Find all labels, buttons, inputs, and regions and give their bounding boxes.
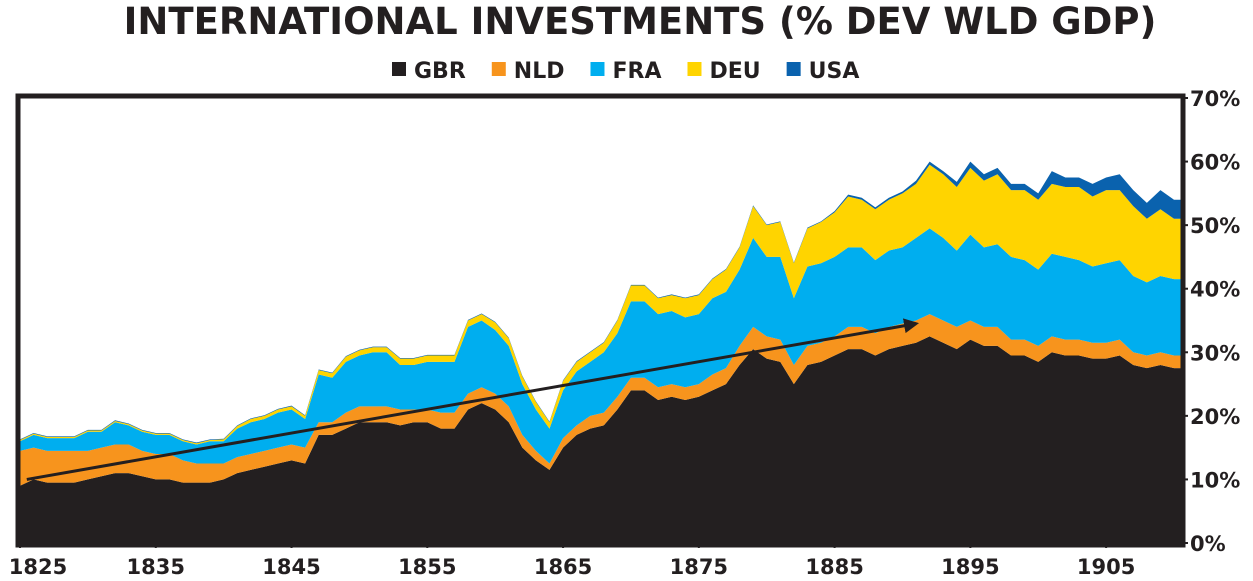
legend: GBR NLD FRA DEU USA (392, 59, 859, 84)
x-tick-label: 1825 (9, 555, 67, 577)
y-tick-label: 20% (1190, 405, 1240, 429)
legend-swatch (491, 62, 506, 76)
x-tick-label: 1905 (1077, 555, 1135, 577)
x-tick-label: 1885 (805, 555, 863, 577)
legend-label: USA (809, 59, 860, 84)
y-tick-label: 50% (1190, 214, 1240, 238)
legend-label: NLD (514, 59, 565, 84)
legend-label: FRA (612, 59, 661, 84)
y-tick-label: 70% (1190, 87, 1240, 111)
legend-label: DEU (709, 59, 760, 84)
x-tick-label: 1865 (534, 555, 592, 577)
x-tick-label: 1855 (398, 555, 456, 577)
x-tick-label: 1875 (670, 555, 728, 577)
legend-swatch (786, 62, 801, 76)
x-tick-label: 1895 (941, 555, 999, 577)
legend-swatch (590, 62, 605, 76)
y-tick-label: 60% (1190, 151, 1240, 175)
legend-swatch (687, 62, 702, 76)
y-tick-label: 30% (1190, 341, 1240, 365)
plot-area (20, 161, 1181, 543)
y-tick-label: 10% (1190, 468, 1240, 492)
y-tick-label: 40% (1190, 278, 1240, 302)
area (20, 336, 1181, 543)
y-tick-label: 0% (1190, 532, 1226, 556)
plot-frame (15, 93, 1186, 548)
area (20, 314, 1181, 486)
area (20, 228, 1181, 464)
x-tick-label: 1835 (127, 555, 185, 577)
chart-title: INTERNATIONAL INVESTMENTS (% DEV WLD GDP… (124, 0, 1157, 43)
legend-label: GBR (414, 59, 466, 84)
area (20, 164, 1181, 445)
x-tick-label: 1845 (262, 555, 320, 577)
trend-arrow (26, 318, 920, 481)
legend-swatch (392, 62, 406, 76)
